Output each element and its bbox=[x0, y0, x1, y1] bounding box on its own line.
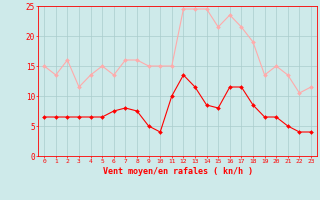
X-axis label: Vent moyen/en rafales ( kn/h ): Vent moyen/en rafales ( kn/h ) bbox=[103, 167, 252, 176]
